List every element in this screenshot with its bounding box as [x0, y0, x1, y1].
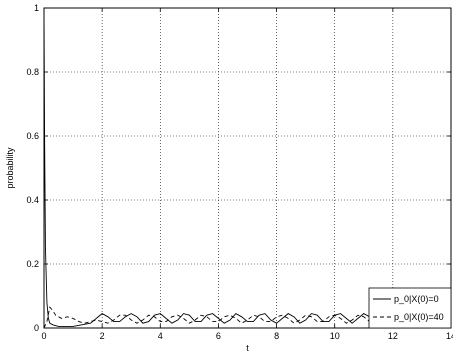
- y-tick-label: 0.8: [26, 67, 39, 77]
- series-line-1: [43, 7, 452, 327]
- x-tick-label: 14: [446, 331, 453, 341]
- x-tick-label: 12: [388, 331, 398, 341]
- legend: p_0|X(0)=0 p_0|X(0)=40: [368, 287, 452, 329]
- y-axis-label: probability: [5, 147, 15, 189]
- legend-box: [368, 287, 452, 329]
- grid-lines: [44, 8, 451, 328]
- y-tick-label: 1: [34, 3, 39, 13]
- x-tick-label: 0: [41, 331, 46, 341]
- y-tick-label: 0.6: [26, 131, 39, 141]
- x-tick-label: 4: [158, 331, 163, 341]
- series-lines: [43, 7, 452, 329]
- x-tick-label: 10: [330, 331, 340, 341]
- x-axis-label: t: [246, 343, 249, 353]
- plot-frame: [43, 7, 452, 329]
- y-tick-label: 0.2: [26, 259, 39, 269]
- legend-label-2: p_0|X(0)=40: [394, 312, 444, 322]
- x-tick-label: 8: [274, 331, 279, 341]
- x-tick-label: 6: [216, 331, 221, 341]
- y-axis-ticks: 0 0.2 0.4 0.6 0.8 1: [26, 3, 451, 333]
- legend-label-1: p_0|X(0)=0: [394, 294, 439, 304]
- y-tick-label: 0: [34, 323, 39, 333]
- plot-area-border: [43, 7, 452, 329]
- x-tick-label: 2: [100, 331, 105, 341]
- y-tick-label: 0.4: [26, 195, 39, 205]
